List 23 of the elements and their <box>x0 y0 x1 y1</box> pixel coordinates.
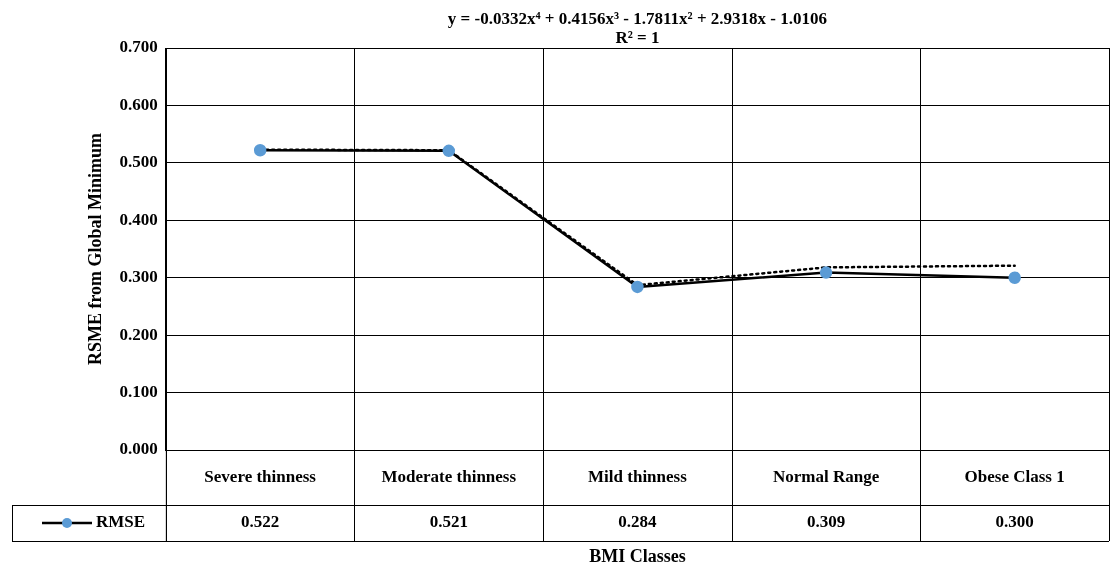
y-tick-label: 0.000 <box>119 439 158 459</box>
legend-label: RMSE <box>96 512 146 532</box>
x-tick-label: Normal Range <box>772 466 880 486</box>
data-label: 0.521 <box>429 512 468 532</box>
y-tick-label: 0.400 <box>119 209 158 229</box>
y-tick-label: 0.700 <box>119 37 158 57</box>
x-axis-title: BMI Classes <box>589 545 686 566</box>
data-label: 0.309 <box>806 512 846 532</box>
x-tick-label: Obese Class 1 <box>964 466 1065 486</box>
y-tick-label: 0.200 <box>119 324 158 344</box>
x-tick-label: Mild thinness <box>588 466 688 486</box>
y-tick-label: 0.300 <box>119 267 158 287</box>
text: R² = 1 <box>615 28 660 48</box>
y-axis-title: RSME from Global Minimum <box>85 132 106 366</box>
y-tick-label: 0.500 <box>119 152 158 172</box>
data-label: 0.522 <box>241 512 280 532</box>
y-tick-label: 0.600 <box>119 94 158 114</box>
x-tick-label: Severe thinness <box>204 466 317 486</box>
x-tick-label: Moderate thinness <box>381 466 517 486</box>
y-tick-label: 0.100 <box>119 381 158 401</box>
text: y = -0.0332x⁴ + 0.4156x³ - 1.7811x² + 2.9318x - 1.0106 <box>447 9 827 29</box>
data-label: 0.284 <box>618 512 658 532</box>
data-label: 0.300 <box>995 512 1034 532</box>
